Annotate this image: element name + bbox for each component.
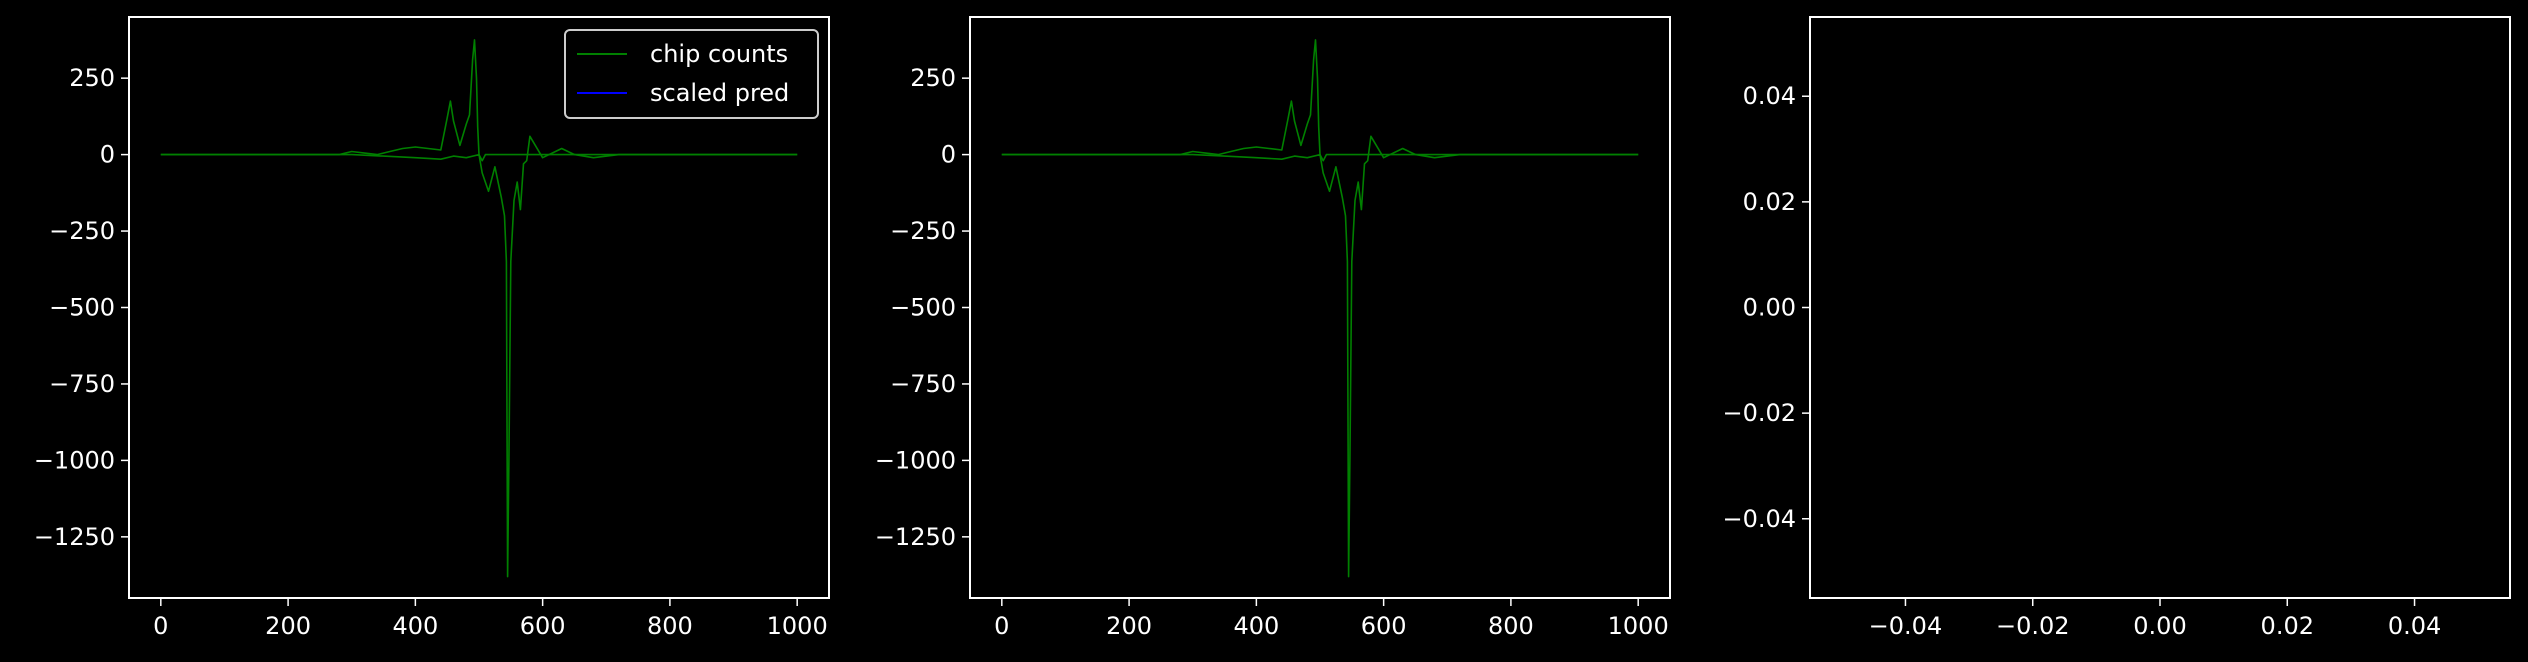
left-chart-y-tick-label: 0	[100, 141, 115, 169]
middle-chart-y-tick-label: −1000	[875, 446, 956, 474]
left-chart-x-tick-label: 1000	[767, 612, 828, 640]
middle-chart-x-tick-label: 0	[994, 612, 1009, 640]
left-chart-y-tick-label: −500	[49, 294, 115, 322]
right-chart-panel: −0.04 −0.02 0.00 0.02 0.04 0.04 0.02 0.00 −0.02 −…	[1722, 16, 2511, 640]
middle-chart-y-tick-label: 250	[910, 64, 956, 92]
legend-box	[564, 29, 819, 119]
left-chart-x-tick-label: 400	[392, 612, 438, 640]
right-chart-y-tick-label: 0.00	[1743, 294, 1796, 322]
left-chart-y-tick-label: −750	[49, 370, 115, 398]
middle-chart-line-series-1	[1001, 153, 1639, 162]
middle-chart-ticks: 0 200 400 600 800 1000 250 0 −250 −500 −750 −1000 −1…	[875, 64, 1669, 640]
left-chart-y-tick-label: −250	[49, 217, 115, 245]
middle-chart-y-tick-label: −750	[890, 370, 956, 398]
middle-chart-y-tick-label: −1250	[875, 523, 956, 551]
right-chart-ticks: −0.04 −0.02 0.00 0.02 0.04 0.04 0.02 0.00 −0.02 −…	[1722, 82, 2441, 640]
left-chart-x-tick-label: 200	[265, 612, 311, 640]
right-chart-y-tick-label: 0.04	[1743, 82, 1796, 110]
middle-chart-x-tick-label: 800	[1488, 612, 1534, 640]
middle-chart-x-tick-label: 1000	[1608, 612, 1669, 640]
right-chart-x-tick-label: 0.02	[2261, 612, 2314, 640]
middle-chart-y-tick-label: −250	[890, 217, 956, 245]
left-chart-x-tick-label: 0	[153, 612, 168, 640]
left-chart-x-tick-label: 600	[520, 612, 566, 640]
middle-chart-x-tick-label: 200	[1106, 612, 1152, 640]
left-chart-y-tick-label: −1250	[34, 523, 115, 551]
left-chart-y-tick-label: −1000	[34, 446, 115, 474]
legend: chip counts scaled pred	[564, 29, 819, 119]
middle-chart-y-tick-label: −500	[890, 294, 956, 322]
left-chart-line-series-1	[160, 153, 798, 162]
right-chart-y-tick-label: 0.02	[1743, 188, 1796, 216]
right-chart-y-tick-label: −0.02	[1722, 399, 1796, 427]
left-chart-y-tick-label: 250	[69, 64, 115, 92]
legend-label-chip-counts: chip counts	[650, 40, 788, 68]
left-chart-x-tick-label: 800	[647, 612, 693, 640]
right-chart-x-tick-label: 0.00	[2133, 612, 2186, 640]
left-chart-lines	[160, 39, 798, 578]
middle-chart-x-tick-label: 400	[1233, 612, 1279, 640]
middle-chart-lines	[1001, 39, 1639, 578]
right-chart-x-tick-label: −0.04	[1869, 612, 1943, 640]
right-chart-y-tick-label: −0.04	[1722, 505, 1796, 533]
middle-chart-y-tick-label: 0	[941, 141, 956, 169]
middle-chart-x-tick-label: 600	[1361, 612, 1407, 640]
left-chart-panel: 0 200 400 600 800 1000 250 0 −250 −500 −750 −1000 −1…	[34, 16, 830, 640]
right-chart-x-tick-label: −0.02	[1996, 612, 2070, 640]
middle-chart-panel: 0 200 400 600 800 1000 250 0 −250 −500 −750 −1000 −1…	[875, 16, 1671, 640]
left-chart-ticks: 0 200 400 600 800 1000 250 0 −250 −500 −750 −1000 −1…	[34, 64, 828, 640]
right-chart-x-tick-label: 0.04	[2388, 612, 2441, 640]
legend-label-scaled-pred: scaled pred	[650, 79, 789, 107]
